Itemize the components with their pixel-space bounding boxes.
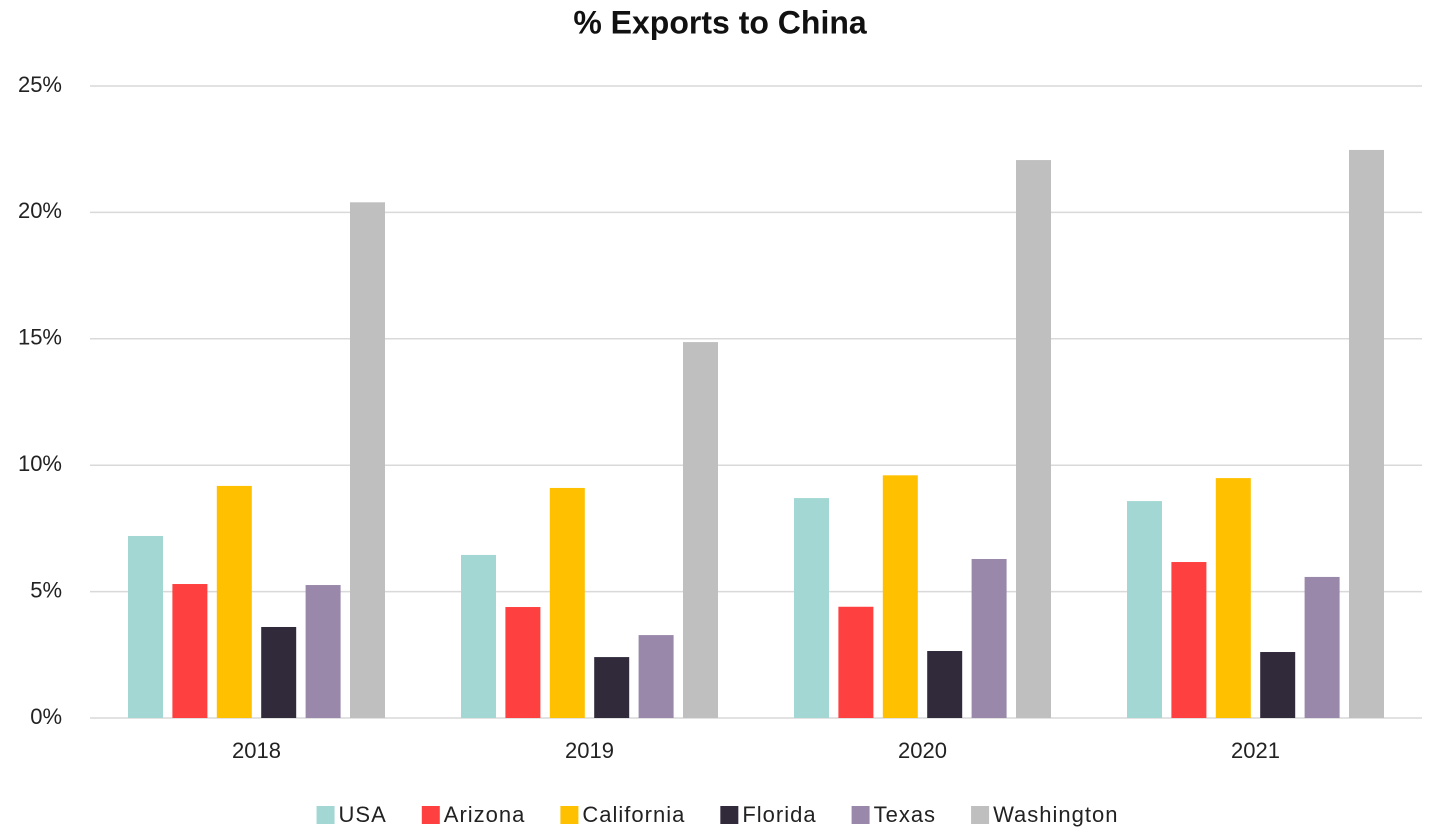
y-tick-label: 10% [18,451,62,476]
y-tick-label: 20% [18,198,62,223]
x-tick-label: 2020 [898,738,947,763]
bar [1260,652,1296,718]
bar [971,558,1007,718]
bar [1215,478,1251,718]
bar [638,635,674,718]
x-tick-label: 2021 [1231,738,1280,763]
legend-label: Florida [742,802,816,827]
bar [794,498,829,718]
bar [838,606,874,718]
y-tick-label: 25% [18,72,62,97]
y-tick-label: 15% [18,325,62,350]
bar [927,651,963,718]
legend-label: Washington [993,802,1118,827]
chart-title: % Exports to China [573,4,867,40]
bar [350,202,385,719]
legend-swatch [971,806,990,824]
legend-label: USA [339,802,387,827]
legend-swatch [560,806,579,824]
bar [461,554,496,718]
bar [216,485,252,718]
legend-label: California [582,802,685,827]
bar [1304,576,1340,718]
bar [305,585,341,718]
bar [1349,149,1384,719]
bar [128,535,163,718]
bar [549,487,585,718]
legend-swatch [316,806,335,824]
x-tick-label: 2019 [565,738,614,763]
bar [594,657,630,718]
bar [1171,562,1207,718]
x-tick-label: 2018 [232,738,281,763]
bar [261,626,297,718]
bar [505,607,541,718]
bar [683,342,718,718]
y-tick-label: 5% [30,577,62,602]
bar [1016,160,1051,718]
bar [1127,501,1162,718]
legend-swatch [720,806,739,824]
legend-swatch [851,806,870,824]
y-tick-label: 0% [30,704,62,729]
bar [172,584,208,718]
bar [882,475,918,718]
legend-label: Texas [874,802,936,827]
legend-swatch [421,806,440,824]
legend-label: Arizona [444,802,526,827]
